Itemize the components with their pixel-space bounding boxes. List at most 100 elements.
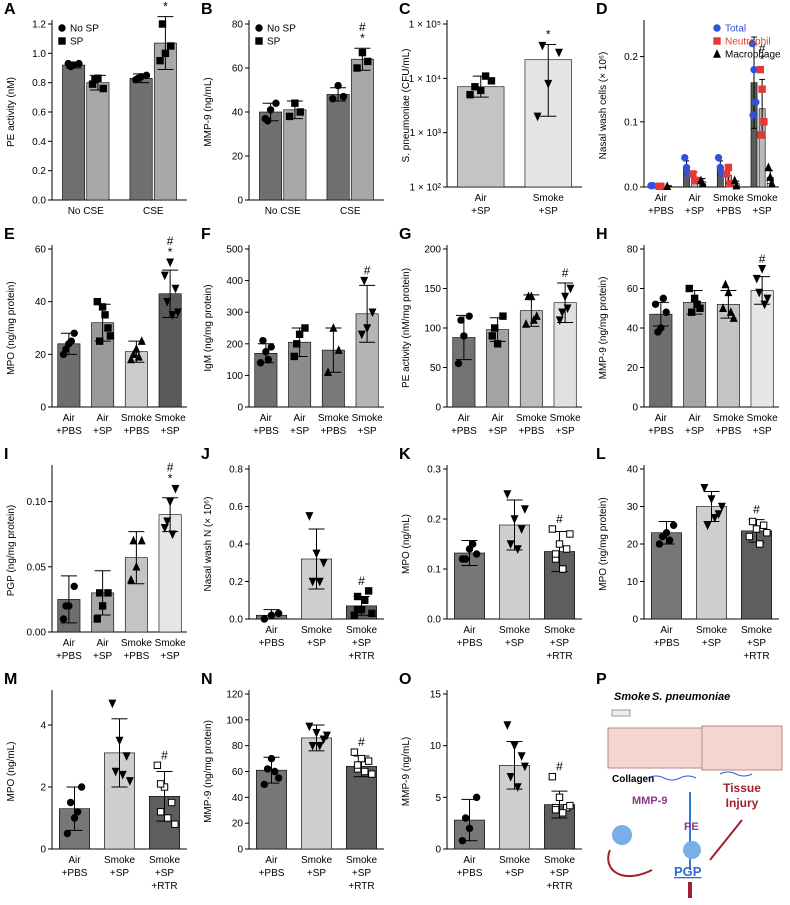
x-tick-label: Smoke xyxy=(499,855,531,866)
y-tick-label: 40 xyxy=(35,297,47,308)
data-point xyxy=(717,502,726,512)
y-tick-label: 30 xyxy=(627,502,639,513)
data-point xyxy=(566,801,574,810)
label: Tissue xyxy=(723,781,761,795)
y-tick-label: 0.2 xyxy=(427,515,441,526)
x-tick-label: +SP xyxy=(161,651,181,662)
arrow xyxy=(709,819,743,861)
x-tick-label: Smoke xyxy=(318,413,350,424)
y-tick-label: 0.1 xyxy=(427,565,441,576)
x-tick-label: No CSE xyxy=(265,206,301,217)
collagen-fragment xyxy=(719,771,753,777)
annotation: # xyxy=(759,252,766,266)
data-point xyxy=(75,59,83,68)
x-tick-label: Air xyxy=(294,413,307,424)
data-point xyxy=(503,490,512,499)
data-point xyxy=(63,829,72,838)
data-point xyxy=(171,820,179,828)
y-tick-label: 60 xyxy=(232,64,244,75)
legend-label: No SP xyxy=(70,24,99,35)
y-tick-label: 0 xyxy=(435,403,441,414)
x-tick-label: +RTR xyxy=(348,651,374,662)
annotation: * xyxy=(760,53,765,67)
y-axis-label: MMP-9 (ng/mg protein) xyxy=(203,720,214,823)
y-tick-label: 300 xyxy=(226,308,243,319)
data-point xyxy=(59,615,68,623)
data-point xyxy=(319,559,328,568)
annotation: # xyxy=(167,461,174,475)
panel-letter: H xyxy=(596,226,608,243)
x-tick-label: +PBS xyxy=(320,426,346,437)
data-point xyxy=(66,62,75,71)
x-tick-label: Smoke xyxy=(747,413,779,424)
x-tick-label: Smoke xyxy=(713,193,745,204)
data-point xyxy=(168,311,177,320)
x-tick-label: Air xyxy=(63,413,76,424)
data-point xyxy=(682,163,691,172)
y-axis-label: S. pneumoniae (CFU/mL) xyxy=(401,49,412,163)
annotation: # xyxy=(556,512,563,526)
data-point xyxy=(752,525,761,533)
data-point xyxy=(368,770,376,778)
data-point xyxy=(134,352,143,361)
label: Collagen xyxy=(612,774,654,785)
y-tick-label: 50 xyxy=(430,363,442,374)
y-tick-label: 100 xyxy=(226,715,243,726)
data-point xyxy=(752,98,760,106)
data-point xyxy=(171,484,180,494)
x-tick-label: CSE xyxy=(340,206,361,217)
y-tick-label: 0 xyxy=(237,403,243,414)
y-axis-label: Nasal wash N (× 10⁶) xyxy=(203,497,214,592)
x-tick-label: +PBS xyxy=(457,868,483,879)
x-tick-label: +PBS xyxy=(654,638,680,649)
panel-letter: N xyxy=(201,671,213,688)
legend-label: SP xyxy=(70,37,84,48)
x-tick-label: Air xyxy=(260,413,273,424)
y-tick-label: 40 xyxy=(232,793,244,804)
bar xyxy=(350,58,374,201)
x-tick-label: Smoke xyxy=(155,413,187,424)
x-tick-label: Smoke xyxy=(301,625,333,636)
legend-marker xyxy=(58,37,66,45)
data-point xyxy=(122,752,131,761)
data-point xyxy=(62,602,70,610)
panel: K MPO (ng/mL) 0.0 0.1 0.2 0.3 Air +PBS Smoke +SP S… xyxy=(399,446,582,662)
annotation: * xyxy=(168,245,173,259)
data-point xyxy=(167,798,176,807)
data-point xyxy=(732,180,741,190)
data-point xyxy=(166,258,175,268)
data-point xyxy=(62,345,70,353)
y-tick-label: 150 xyxy=(424,284,441,295)
x-tick-label: +SP xyxy=(93,426,113,437)
x-tick-label: Smoke xyxy=(346,855,378,866)
y-tick-label: 0.0 xyxy=(624,183,638,194)
data-point xyxy=(324,367,333,376)
data-point xyxy=(662,308,670,316)
y-axis-label: MPO (ng/mL) xyxy=(6,741,17,801)
collagen-fiber xyxy=(647,775,697,781)
y-axis-label: IgM (ng/mg protein) xyxy=(203,284,214,371)
data-point xyxy=(721,279,730,289)
x-tick-label: +SP xyxy=(488,426,508,437)
data-point xyxy=(99,84,107,93)
arrow xyxy=(607,849,653,877)
data-point xyxy=(538,41,547,51)
data-point xyxy=(315,741,324,751)
data-point xyxy=(763,529,771,537)
data-point xyxy=(755,288,764,298)
data-point xyxy=(353,64,361,72)
data-point xyxy=(353,592,362,601)
data-point xyxy=(465,545,474,553)
data-point xyxy=(368,609,376,618)
data-point xyxy=(334,345,343,354)
data-point xyxy=(70,329,78,337)
data-point xyxy=(301,324,309,332)
data-point xyxy=(503,721,512,730)
x-tick-label: +SP xyxy=(556,426,576,437)
data-point xyxy=(693,300,701,309)
data-point xyxy=(506,772,515,782)
data-point xyxy=(322,731,331,741)
data-point xyxy=(319,735,328,745)
x-tick-label: Smoke xyxy=(533,193,565,204)
injured-epithelium xyxy=(701,725,783,771)
